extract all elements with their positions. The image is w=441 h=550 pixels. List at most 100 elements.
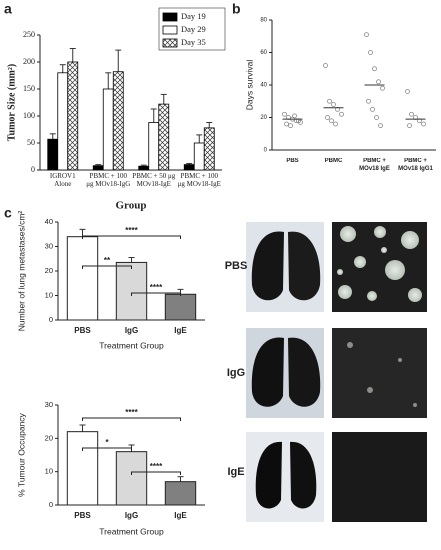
bar — [164, 481, 197, 506]
x-tick-label: PBMC + 100 μg MOv18-IgE — [177, 173, 221, 188]
bar — [115, 261, 148, 321]
y-tick-label: 0 — [264, 148, 268, 154]
point — [331, 102, 336, 107]
error-bar — [69, 48, 76, 62]
y-axis-label: Number of lung metastases/cm² — [16, 211, 26, 332]
error-bar — [115, 49, 122, 72]
y-tick-label: 0 — [31, 165, 35, 174]
point — [372, 66, 377, 72]
error-bar — [128, 257, 135, 263]
significance-bracket — [82, 447, 132, 451]
bar — [193, 142, 205, 171]
y-tick-label: 20 — [45, 433, 53, 442]
lung — [255, 441, 282, 509]
x-tick-label-box: PBS — [286, 158, 298, 164]
x-tick-label: PBMC + 100 μg MOv18-IgG — [86, 173, 131, 188]
y-tick-label: 80 — [260, 18, 267, 24]
point — [339, 111, 344, 117]
y-tick-label: 10 — [45, 290, 53, 299]
x-tick-label-box: PBMC + MOv18 IgG1 — [398, 158, 433, 172]
y-tick-label: 50 — [27, 138, 35, 147]
image-row-label: IgG — [227, 367, 245, 379]
photo — [332, 432, 427, 522]
point — [374, 115, 379, 120]
lung — [251, 337, 284, 407]
point — [366, 98, 371, 104]
point — [378, 123, 383, 129]
y-tick-label: 200 — [23, 57, 35, 66]
y-tick-label: 100 — [23, 111, 35, 120]
error-bar — [79, 228, 86, 237]
panel-label: a — [4, 1, 12, 17]
x-tick-label-box: PBMC + 50 μg MOv18-IgE — [132, 173, 176, 188]
point — [284, 121, 289, 127]
point — [407, 123, 412, 129]
x-tick-label-box: IGROV1 Alone — [50, 173, 76, 187]
lung — [290, 441, 317, 509]
y-tick-label: 250 — [23, 30, 35, 39]
panel-label: b — [232, 1, 241, 17]
x-tick-label: IgG — [125, 511, 138, 520]
y-axis-label: % Tumour Occupancy — [16, 412, 26, 496]
significance-bracket — [131, 292, 181, 296]
y-tick-label: 0 — [49, 500, 53, 509]
x-tick-label: IgG — [125, 326, 138, 335]
error-bar — [196, 134, 203, 143]
bar — [47, 138, 59, 171]
bar — [57, 72, 69, 171]
y-tick-label: 30 — [45, 241, 53, 250]
bar — [66, 431, 99, 506]
point — [380, 85, 385, 91]
x-tick-label: PBMC — [324, 158, 343, 164]
legend-swatch — [162, 38, 178, 48]
error-bar — [150, 108, 157, 123]
panel-label: c — [4, 205, 12, 221]
x-axis-label: Treatment Group — [99, 526, 164, 536]
error-bar — [105, 72, 112, 89]
image-row-label: PBS — [225, 260, 248, 272]
significance-bracket — [82, 417, 181, 421]
y-tick-label: 40 — [45, 217, 53, 226]
lung — [251, 231, 284, 301]
point — [333, 121, 338, 127]
bar — [115, 451, 148, 506]
y-tick-label: 20 — [260, 115, 267, 121]
significance-label: **** — [125, 226, 138, 235]
point — [409, 111, 414, 117]
legend-label: Day 35 — [181, 37, 206, 47]
lung — [288, 231, 321, 301]
y-tick-label: 0 — [49, 315, 53, 324]
lung-photos — [246, 222, 427, 522]
error-bar — [206, 121, 213, 128]
point — [288, 123, 293, 129]
point — [323, 63, 328, 68]
point — [329, 118, 334, 124]
significance-bracket — [82, 235, 181, 239]
metastases — [337, 226, 422, 302]
significance-label: **** — [150, 462, 163, 471]
bar — [66, 236, 99, 321]
y-tick-label: 60 — [260, 50, 267, 56]
significance-label: * — [105, 438, 109, 447]
point — [376, 79, 381, 85]
x-tick-label-box: PBMC + 100 μg MOv18-IgE — [177, 173, 221, 188]
bar — [92, 165, 104, 171]
point — [292, 113, 297, 119]
x-tick-label: IgE — [174, 511, 187, 520]
x-axis-label: Treatment Group — [99, 340, 164, 350]
error-bar — [177, 476, 184, 482]
point — [327, 98, 332, 104]
x-tick-label-box: PBMC — [324, 158, 343, 164]
y-tick-label: 150 — [23, 84, 35, 93]
y-axis-label: Days survival — [244, 60, 254, 111]
lung — [288, 337, 321, 407]
error-bar — [160, 93, 167, 105]
point — [325, 115, 330, 120]
legend-swatch — [162, 25, 178, 35]
x-tick-label: PBS — [74, 511, 91, 520]
bar — [203, 127, 215, 171]
significance-bracket — [131, 471, 181, 475]
legend-frame — [158, 7, 226, 51]
significance-label: ** — [104, 256, 111, 265]
x-tick-label: PBMC + 50 μg MOv18-IgE — [132, 173, 176, 188]
